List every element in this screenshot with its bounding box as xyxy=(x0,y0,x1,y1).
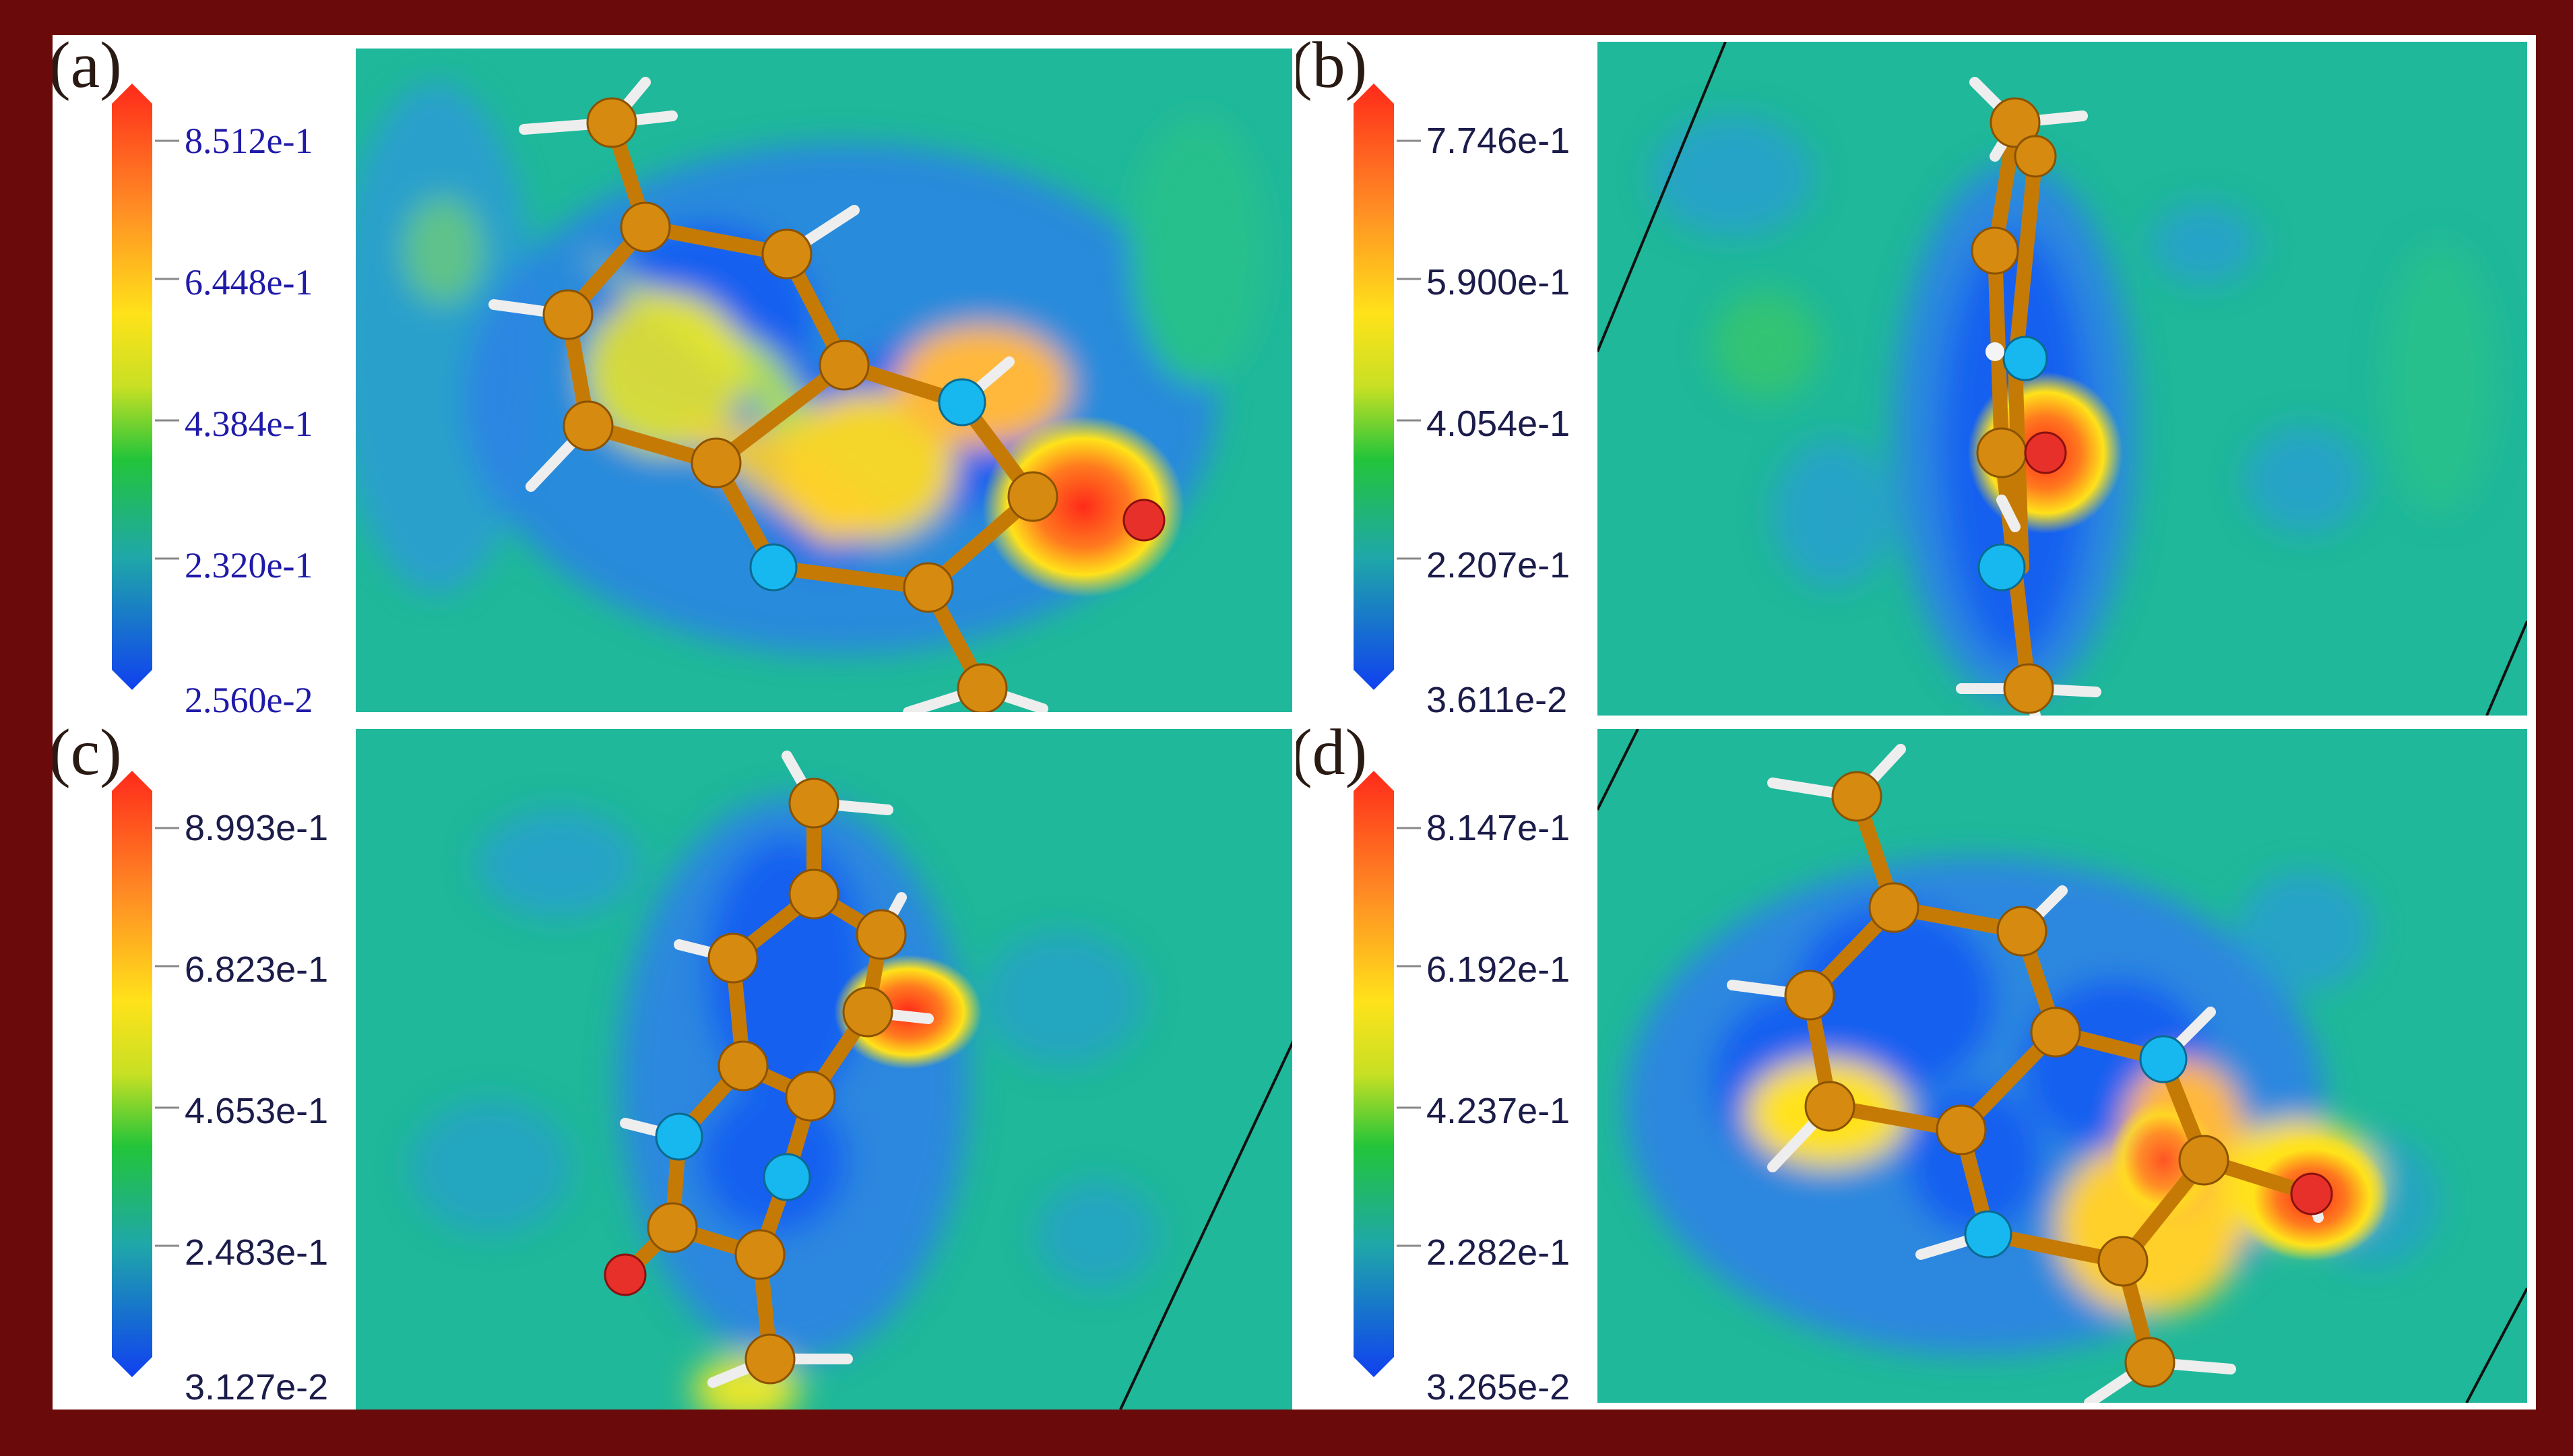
color-scale-bar xyxy=(1354,771,1421,1377)
panel-d: 8.147e-1 6.192e-1 4.237e-1 2.282e-1 3.26… xyxy=(1294,722,2536,1410)
color-scale-bar xyxy=(112,84,179,690)
tick-label: 6.448e-1 xyxy=(185,262,313,303)
tick-label-max: 8.512e-1 xyxy=(185,121,313,161)
tick-label-max: 7.746e-1 xyxy=(1426,121,1570,161)
tick-label: 2.320e-1 xyxy=(185,545,313,585)
tick-label-max: 8.993e-1 xyxy=(185,808,329,848)
vertical-divider xyxy=(1292,35,1296,1410)
panel-label: (a) xyxy=(53,35,122,102)
tick-label: 2.483e-1 xyxy=(185,1232,329,1273)
color-scale-bar xyxy=(112,771,179,1377)
tick-label-min: 3.265e-2 xyxy=(1426,1367,1570,1407)
tick-label: 5.900e-1 xyxy=(1426,262,1570,303)
panel-c: 8.993e-1 6.823e-1 4.653e-1 2.483e-1 3.12… xyxy=(53,722,1294,1410)
elf-map-b xyxy=(1597,42,2527,716)
tick-label-max: 8.147e-1 xyxy=(1426,808,1570,848)
elf-map-d xyxy=(1597,729,2527,1403)
panel-a: 8.512e-1 6.448e-1 4.384e-1 2.320e-1 2.56… xyxy=(53,35,1294,722)
tick-label: 4.237e-1 xyxy=(1426,1091,1570,1131)
tick-label: 4.653e-1 xyxy=(185,1091,329,1131)
figure-frame: 8.512e-1 6.448e-1 4.384e-1 2.320e-1 2.56… xyxy=(53,35,2536,1410)
panel-b: 7.746e-1 5.900e-1 4.054e-1 2.207e-1 3.61… xyxy=(1294,35,2536,722)
tick-label-min: 2.560e-2 xyxy=(185,680,313,720)
tick-label-min: 3.611e-2 xyxy=(1426,680,1568,720)
horizontal-divider xyxy=(356,720,2536,724)
color-scale-bar xyxy=(1354,84,1421,690)
tick-label-min: 3.127e-2 xyxy=(185,1367,329,1407)
panel-label: (b) xyxy=(1294,35,1368,102)
elf-map-a xyxy=(356,49,1294,712)
tick-label: 6.823e-1 xyxy=(185,949,329,990)
tick-label: 6.192e-1 xyxy=(1426,949,1570,990)
elf-map-c xyxy=(356,729,1294,1410)
tick-label: 2.282e-1 xyxy=(1426,1232,1570,1273)
panel-label: (c) xyxy=(53,722,122,789)
panel-label: (d) xyxy=(1294,722,1368,789)
tick-label: 4.054e-1 xyxy=(1426,404,1570,444)
tick-label: 2.207e-1 xyxy=(1426,545,1570,585)
tick-label: 4.384e-1 xyxy=(185,404,313,444)
